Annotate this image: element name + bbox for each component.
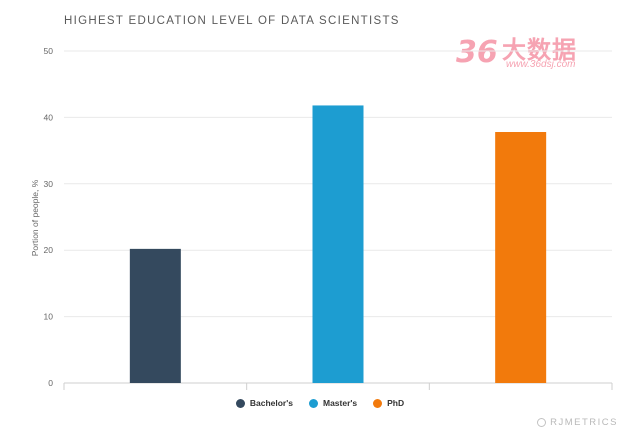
legend-dot-icon bbox=[308, 398, 318, 408]
bar-masters[interactable] bbox=[312, 105, 364, 383]
legend-item-bachelors[interactable]: Bachelor's bbox=[235, 398, 293, 408]
watermark-text: 大数据 bbox=[502, 36, 577, 64]
y-tick-label: 30 bbox=[44, 179, 54, 189]
legend-label: Master's bbox=[322, 398, 358, 408]
bars bbox=[129, 105, 547, 383]
bar-chart: 0 10 20 30 40 50 Portion of people, % bbox=[30, 46, 613, 390]
legend-dot-icon bbox=[373, 398, 383, 408]
watermark-url: www.36dsj.com bbox=[506, 59, 576, 70]
bar-phd[interactable] bbox=[495, 132, 547, 383]
watermark-36-icon: 36 bbox=[456, 35, 498, 70]
legend-item-masters[interactable]: Master's bbox=[308, 398, 358, 408]
legend: Bachelor's Master's PhD bbox=[0, 398, 640, 408]
y-tick-label: 50 bbox=[44, 46, 54, 56]
y-tick-label: 0 bbox=[48, 378, 53, 388]
y-axis-label: Portion of people, % bbox=[30, 179, 40, 256]
legend-label: Bachelor's bbox=[249, 398, 293, 408]
y-tick-label: 20 bbox=[44, 245, 54, 255]
y-tick-label: 40 bbox=[44, 112, 54, 122]
watermark-number: 36 bbox=[456, 35, 498, 70]
legend-label: PhD bbox=[387, 398, 405, 408]
rjmetrics-icon bbox=[537, 418, 547, 427]
y-tick-label: 10 bbox=[44, 312, 54, 322]
chart-title: HIGHEST EDUCATION LEVEL OF DATA SCIENTIS… bbox=[64, 15, 400, 27]
bar-bachelors[interactable] bbox=[129, 248, 181, 383]
legend-dot-icon bbox=[235, 398, 245, 408]
watermark-logo: 36 大数据 www.36dsj.com bbox=[454, 28, 614, 74]
brand-logo: RJMETRICS bbox=[537, 417, 618, 428]
y-axis-ticks: 0 10 20 30 40 50 bbox=[44, 46, 54, 388]
legend-item-phd[interactable]: PhD bbox=[373, 398, 404, 408]
brand-name: RJMETRICS bbox=[550, 417, 618, 428]
